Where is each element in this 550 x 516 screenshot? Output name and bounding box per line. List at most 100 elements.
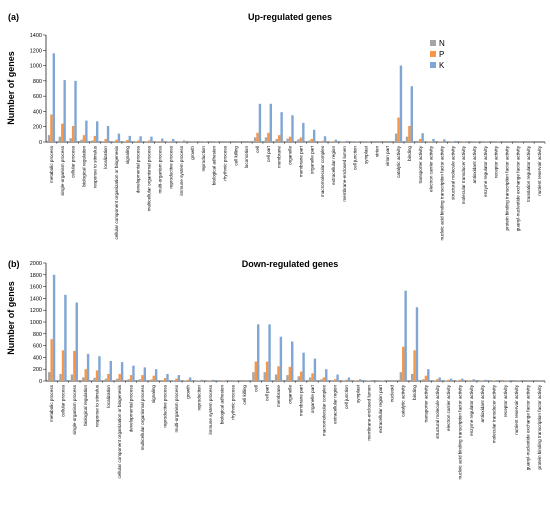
panel-b-label: (b): [8, 259, 20, 269]
ytick-label: 1000: [30, 320, 42, 326]
bar-k: [63, 80, 66, 142]
bar-k: [313, 358, 317, 381]
bar-n: [264, 137, 268, 142]
bar-k: [268, 324, 271, 381]
bar-p: [82, 135, 86, 142]
xtick-label: organelle: [287, 385, 292, 404]
bar-k: [495, 380, 498, 381]
xtick-label: electron carrier activity: [446, 384, 451, 431]
bar-k: [269, 103, 272, 142]
bar-k: [404, 290, 407, 381]
bar-p: [175, 378, 178, 381]
bar-k: [150, 136, 153, 142]
bar-k: [370, 380, 373, 381]
bar-k: [106, 125, 110, 142]
legend-label-p: P: [439, 50, 444, 59]
bar-n: [342, 380, 346, 381]
bar-p: [333, 379, 337, 381]
bar-p: [141, 375, 144, 381]
xtick-label: reproductive process: [168, 145, 173, 188]
xtick-label: protein binding transcription factor act…: [505, 145, 510, 230]
bar-k: [86, 353, 90, 381]
bar-p: [209, 380, 212, 381]
bar-k: [204, 141, 207, 142]
xtick-label: extracellular region: [331, 146, 336, 185]
bar-k: [96, 121, 99, 142]
bar-k: [347, 377, 351, 381]
bar-n: [319, 141, 322, 142]
bar-k: [120, 362, 124, 381]
bar-k: [334, 139, 338, 142]
bar-p: [256, 132, 259, 142]
bar-k: [438, 377, 441, 381]
bar-p: [408, 125, 411, 142]
legend-label-k: K: [439, 61, 445, 70]
xtick-label: protein binding transcription factor act…: [537, 384, 542, 469]
bar-k: [421, 133, 424, 142]
ytick-label: 2000: [30, 261, 42, 267]
bar-n: [308, 140, 311, 142]
bar-k: [302, 352, 305, 381]
xtick-label: cell part: [266, 145, 271, 162]
xtick-label: membrane: [276, 385, 281, 407]
bar-n: [69, 138, 72, 142]
legend-label-n: N: [439, 39, 445, 48]
panel-a-plot: 0 200 400 600 800 1000 1200 1400 metabolic proce…: [30, 33, 546, 240]
legend-swatch-k: [430, 62, 436, 68]
bar-p: [278, 135, 281, 142]
legend-swatch-n: [430, 40, 436, 46]
bar-p: [147, 140, 151, 142]
bar-n: [252, 372, 255, 381]
bar-p: [61, 123, 64, 142]
bar-k: [211, 379, 215, 381]
xtick-label: developmental process: [136, 145, 141, 193]
bar-k: [399, 65, 403, 142]
bar-n: [145, 141, 148, 142]
xtick-label: receptor activity: [503, 384, 508, 417]
bar-k: [200, 379, 203, 381]
xtick-label: cell killing: [242, 385, 247, 405]
xtick-label: antioxidant activity: [480, 384, 485, 422]
xtick-label: receptor activity: [494, 145, 499, 178]
bar-p: [356, 380, 360, 381]
bar-n: [399, 372, 403, 381]
xtick-label: developmental process: [129, 384, 134, 432]
ytick-label: 800: [33, 332, 42, 338]
xtick-label: nucleic acid binding transcription facto…: [457, 384, 462, 479]
bar-p: [470, 380, 473, 381]
bar-p: [73, 350, 76, 381]
xtick-label: cellular component organization or bioge…: [114, 145, 119, 239]
bar-p: [115, 139, 118, 142]
bar-p: [419, 138, 422, 142]
bar-p: [458, 379, 462, 381]
xtick-label: molecular transducer activity: [491, 384, 496, 443]
bar-n: [274, 374, 278, 381]
bar-n: [138, 379, 142, 381]
bar-k: [85, 120, 88, 142]
bar-k: [464, 141, 468, 142]
xtick-label: membrane part: [298, 145, 303, 177]
xtick-label: extracellular region: [333, 385, 338, 424]
xtick-label: antioxidant activity: [472, 145, 477, 183]
xtick-label: single-organism process: [72, 384, 77, 434]
xtick-label: rhythmic process: [231, 384, 236, 419]
xtick-label: nucleoid: [389, 385, 394, 403]
bar-n: [47, 135, 51, 142]
bar-n: [286, 138, 289, 142]
bar-n: [104, 378, 108, 381]
bar-k: [279, 336, 283, 381]
bar-p: [436, 379, 439, 381]
bar-k: [291, 115, 294, 142]
ytick-label: 800: [33, 79, 42, 85]
xtick-label: organelle: [288, 146, 293, 165]
xtick-label: cell: [253, 385, 258, 392]
bar-n: [422, 379, 425, 381]
bar-k: [475, 141, 479, 142]
bar-p: [104, 138, 107, 142]
bar-k: [461, 378, 464, 381]
bar-k: [449, 378, 453, 381]
panel-b-ylabel: Number of genes: [6, 281, 16, 355]
bar-p: [413, 350, 416, 381]
bar-p: [169, 141, 172, 142]
